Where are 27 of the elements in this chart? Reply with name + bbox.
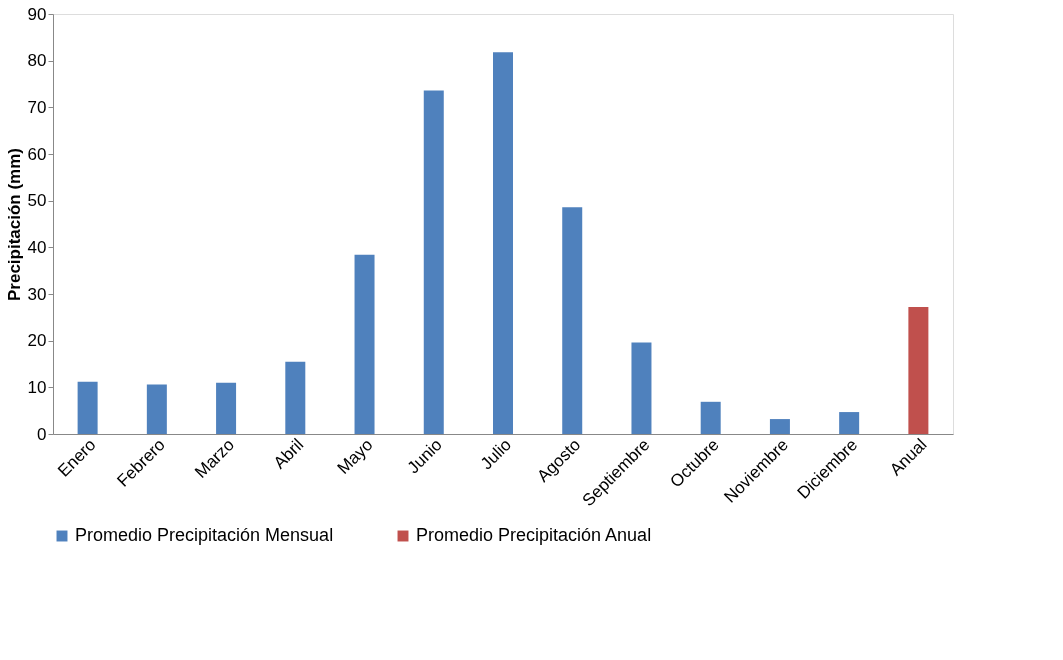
y-tick-label: 60 <box>27 144 47 164</box>
y-tick-label: 80 <box>27 51 47 71</box>
bar <box>631 342 652 434</box>
bar <box>423 90 444 434</box>
bar <box>700 401 721 434</box>
bar <box>839 412 860 434</box>
bar <box>908 307 929 434</box>
y-tick-label: 10 <box>27 377 47 397</box>
y-tick-label: 90 <box>27 4 47 24</box>
bar <box>216 382 237 434</box>
bar <box>146 384 167 434</box>
bar <box>562 207 583 434</box>
bar <box>769 419 790 434</box>
bar <box>285 361 306 434</box>
bar <box>354 254 375 434</box>
bar <box>493 52 513 434</box>
y-tick-label: 30 <box>27 284 47 304</box>
y-tick-label: 40 <box>27 237 47 257</box>
legend-label: Promedio Precipitación Mensual <box>75 525 334 545</box>
y-axis-title: Precipitación (mm) <box>4 147 24 302</box>
bar <box>77 381 98 434</box>
x-tick-label: Julio <box>476 435 516 474</box>
legend-label: Promedio Precipitación Anual <box>416 525 652 545</box>
y-tick-label: 0 <box>37 424 47 444</box>
y-tick-label: 20 <box>27 331 47 351</box>
y-tick-label: 50 <box>27 191 47 211</box>
y-tick-label: 70 <box>27 97 47 117</box>
